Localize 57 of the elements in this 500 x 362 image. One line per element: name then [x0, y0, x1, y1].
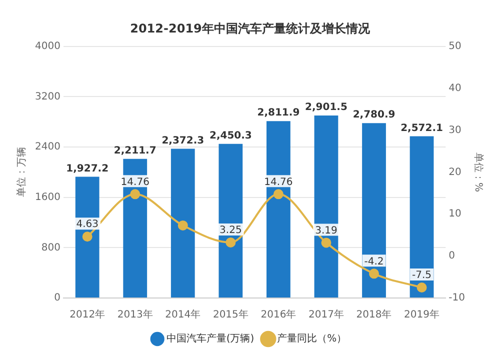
y2-tick-label: -10	[448, 292, 466, 304]
chart-title: 2012-2019年中国汽车产量统计及增长情况	[130, 21, 371, 36]
y2-tick-label: 30	[448, 124, 462, 136]
data-label: 3.25	[220, 225, 242, 236]
x-tick-label: 2012年	[70, 308, 106, 321]
legend-label: 中国汽车产量(万辆)	[166, 332, 254, 345]
y2-tick-label: 40	[448, 82, 462, 94]
y2-tick-label: 20	[448, 166, 462, 178]
x-tick-label: 2018年	[356, 308, 392, 321]
y2-axis-title: 单位：%	[472, 152, 484, 192]
data-label: 2,450.3	[209, 130, 252, 142]
y2-tick-label: 0	[448, 250, 456, 262]
bar	[218, 144, 243, 298]
x-tick-label: 2014年	[165, 308, 201, 321]
point	[416, 282, 427, 293]
data-label: 1,927.2	[66, 163, 109, 174]
data-label: 2,780.9	[352, 110, 396, 121]
data-label: 2,211.7	[114, 145, 156, 156]
legend-label: 产量同比（%）	[277, 332, 347, 345]
y2-tick-label: 10	[448, 208, 462, 220]
x-tick-label: 2015年	[212, 308, 248, 321]
point	[321, 238, 332, 248]
bar	[410, 136, 434, 298]
data-label: 2,901.5	[305, 102, 348, 114]
x-tick-label: 2013年	[117, 308, 153, 321]
y-tick-label: 4000	[34, 40, 60, 52]
data-label: 14.76	[120, 176, 150, 188]
data-label: 2,372.3	[162, 135, 204, 146]
data-label: -4.2	[364, 256, 384, 268]
y-tick-label: 800	[41, 242, 60, 254]
data-label: 2,572.1	[400, 122, 444, 134]
point	[226, 237, 236, 248]
x-tick-label: 2016年	[260, 308, 296, 321]
data-label: 3.19	[315, 225, 338, 236]
y-tick-label: 0	[54, 292, 60, 304]
y-tick-label: 3200	[34, 91, 60, 102]
point	[82, 232, 92, 242]
bar	[362, 123, 386, 298]
data-label: 14.76	[264, 176, 293, 188]
bar	[123, 158, 148, 298]
point	[178, 220, 188, 230]
bar	[314, 115, 338, 298]
data-label: 4.63	[76, 219, 98, 230]
point	[369, 268, 379, 279]
y-axis-title: 单位：万辆	[16, 147, 28, 198]
data-label: -7.5	[412, 270, 432, 282]
bar	[170, 148, 195, 298]
point	[273, 189, 284, 200]
bar	[266, 121, 290, 298]
x-tick-label: 2019年	[404, 308, 440, 321]
x-tick-label: 2017年	[308, 308, 344, 321]
y-tick-label: 2400	[34, 142, 60, 153]
data-label: 2,811.9	[257, 108, 300, 119]
point	[130, 189, 140, 200]
y-tick-label: 1600	[34, 192, 60, 203]
y2-tick-label: 50	[448, 40, 462, 52]
bar	[75, 176, 100, 298]
